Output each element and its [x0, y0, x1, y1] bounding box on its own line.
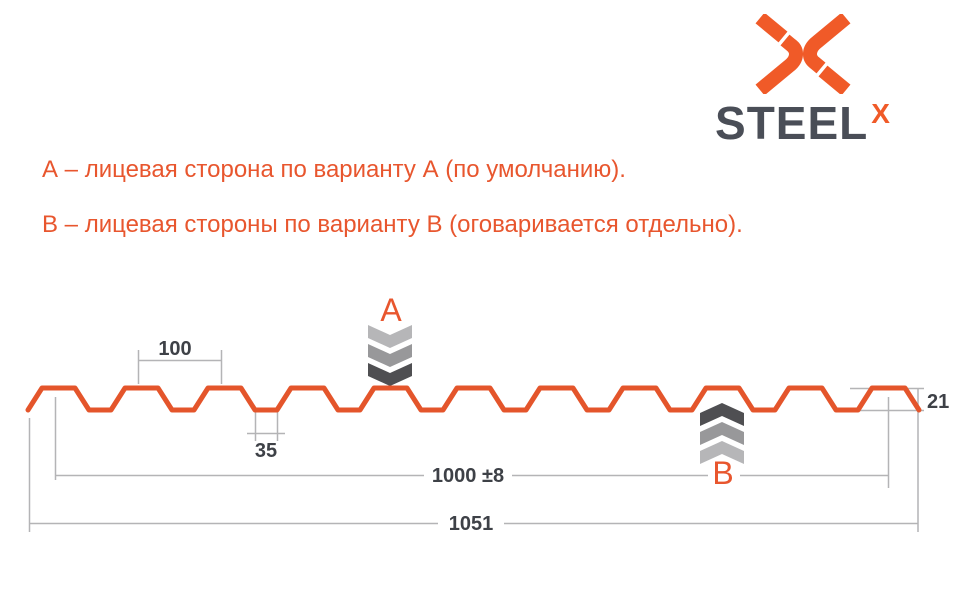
logo: STEEL X — [690, 14, 915, 146]
marker-b: В — [700, 403, 744, 491]
logo-wordmark: STEEL X — [690, 97, 915, 149]
dim-rib-pitch-value: 100 — [158, 338, 191, 360]
chevron-up-icon — [700, 403, 744, 426]
marker-a-label: А — [380, 292, 402, 328]
dim-overall-width: 1051 — [28, 418, 918, 535]
dim-overall-width-value: 1051 — [449, 513, 494, 535]
logo-arm-top-left — [755, 14, 787, 43]
note-variant-a: А – лицевая сторона по варианту А (по ум… — [42, 156, 626, 183]
logo-hook-right — [802, 14, 850, 74]
dim-working-width-value: 1000 ±8 — [432, 465, 504, 487]
chevron-down-icon — [368, 325, 412, 348]
note-variant-b: В – лицевая стороны по варианту В (огова… — [42, 211, 743, 238]
steelx-x-mark-icon — [755, 14, 850, 94]
marker-b-label: В — [712, 455, 733, 491]
dim-valley-width-value: 35 — [255, 440, 277, 462]
dim-working-width: 1000 ±8 — [54, 397, 890, 488]
logo-arm-bottom-right — [818, 65, 850, 94]
logo-sup-x: X — [871, 98, 890, 129]
logo-hook-left — [755, 34, 803, 94]
logo-word: STEEL — [715, 97, 869, 149]
dim-rib-pitch: 100 — [137, 338, 223, 384]
profile-line — [25, 385, 922, 413]
dim-profile-height-value: 21 — [927, 391, 949, 413]
chevron-down-icon — [368, 344, 412, 367]
chevron-up-icon — [700, 441, 744, 464]
chevron-up-icon — [700, 422, 744, 445]
marker-a: А — [368, 292, 412, 386]
chevron-down-icon — [368, 363, 412, 386]
dim-valley-width: 35 — [247, 412, 285, 462]
